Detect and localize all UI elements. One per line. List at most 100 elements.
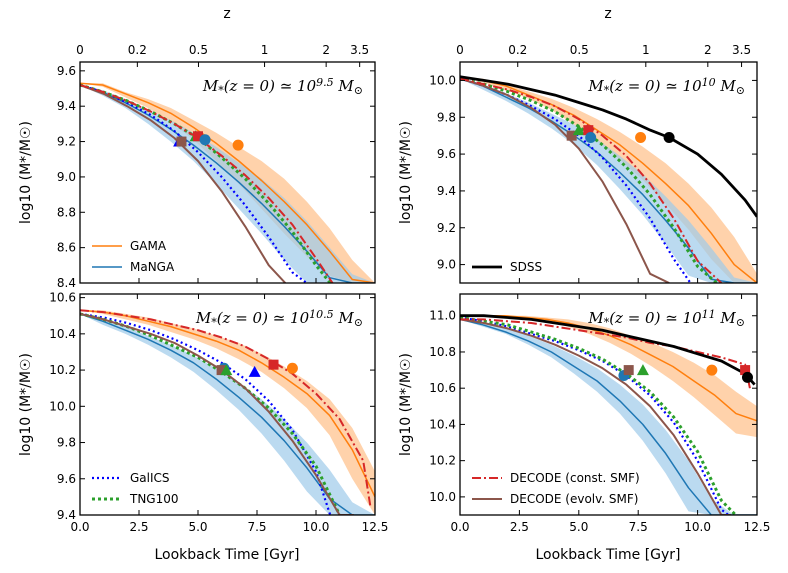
panel-frame	[79, 293, 376, 516]
manga-line	[460, 318, 757, 515]
panel-title-part: ⊙	[354, 84, 363, 97]
panel-title-part: *	[604, 84, 610, 97]
gama-line	[483, 314, 757, 422]
y-tick-label: 10.6	[429, 381, 456, 395]
panel-title: M*(z = 0) ≃ 1011 M⊙	[587, 308, 745, 329]
x-tick-label: 12.5	[744, 520, 771, 534]
y-tick-label: 9.8	[437, 110, 456, 124]
x-axis-title-left: Lookback Time [Gyr]	[154, 547, 299, 563]
panel-title-part: *	[604, 316, 610, 329]
panel-title-part: 11	[702, 308, 716, 321]
x-axis-title-right: Lookback Time [Gyr]	[535, 547, 680, 563]
panel-title-part: M	[195, 309, 212, 327]
panel-title-part: (z = 0) ≃ 10	[217, 309, 310, 327]
panel-title-part: ⊙	[354, 316, 363, 329]
decode_const-marker	[268, 359, 279, 370]
y-tick-label: 9.6	[57, 472, 76, 486]
panel-title-part: 9.5	[316, 76, 334, 89]
y-tick-label: 9.4	[57, 508, 76, 522]
y-tick-label: 9.2	[437, 221, 456, 235]
panel-title-part: M	[716, 309, 737, 327]
y-tick-label: 9.0	[57, 170, 76, 184]
tng100-line	[460, 316, 737, 515]
legend-label-galics: GalICS	[130, 471, 170, 485]
panel-frame	[79, 61, 376, 284]
y-tick-label: 9.4	[437, 184, 456, 198]
x-tick-label: 10.0	[303, 520, 330, 534]
galics-line	[80, 83, 308, 283]
panel-title-part: *	[211, 316, 217, 329]
x-tick-label: 2.5	[510, 520, 529, 534]
decode_const-line	[460, 318, 751, 389]
gama-band	[80, 310, 375, 515]
y-axis-title: log10 (M*/M☉)	[18, 121, 34, 224]
legend-label-decode_const: DECODE (const. SMF)	[510, 471, 640, 485]
z-tick-label: 3.5	[350, 43, 369, 57]
tng100-marker	[220, 364, 233, 376]
y-tick-label: 8.8	[57, 205, 76, 219]
panel-3-plot-area	[80, 309, 375, 515]
panel-title: M*(z = 0) ≃ 109.5 M⊙	[202, 76, 363, 97]
tng100-marker	[572, 124, 585, 136]
z-tick-label: 0	[456, 43, 464, 57]
x-tick-label: 2.5	[129, 520, 148, 534]
sdss-marker	[741, 371, 753, 383]
panels: 8.48.68.89.09.29.49.60 0.2 0.5 1 2 3.5M*(z = …	[18, 43, 770, 534]
z-tick-label: 0.5	[189, 43, 208, 57]
y-tick-label: 8.6	[57, 241, 76, 255]
panel-title-part: M	[587, 309, 604, 327]
decode_evolv-marker	[216, 365, 227, 376]
decode_evolv-line	[80, 84, 287, 283]
legend-label-gama: GAMA	[130, 239, 167, 253]
legend-label-manga: MaNGA	[130, 260, 175, 274]
y-tick-label: 8.4	[57, 276, 76, 290]
y-tick-label: 9.6	[57, 64, 76, 78]
x-tick-label: 10.0	[684, 520, 711, 534]
sdss-line	[460, 75, 757, 218]
decode_const-marker	[193, 131, 203, 142]
sdss-marker	[663, 132, 675, 144]
top-axis-title-right: z	[604, 6, 611, 22]
gama-line	[80, 309, 375, 498]
panel-title-part: 10.5	[309, 308, 334, 321]
panel-title-part: M	[716, 77, 737, 95]
manga-band	[460, 319, 757, 515]
decode_evolv-marker	[176, 136, 187, 147]
panel-title-part: M	[202, 77, 219, 95]
x-tick-label: 7.5	[247, 520, 266, 534]
panel-title-part: ⊙	[736, 84, 745, 97]
gama-line	[460, 75, 757, 283]
manga-band	[80, 313, 375, 515]
z-tick-label: 0.2	[128, 43, 147, 57]
manga-band	[460, 78, 757, 283]
panel-title-part: M	[334, 309, 355, 327]
x-tick-label: 0.0	[70, 520, 89, 534]
y-tick-label: 9.8	[57, 436, 76, 450]
decode_const-line	[80, 309, 372, 507]
panel-4-plot-area	[460, 314, 757, 515]
panel-title-part: ⊙	[736, 316, 745, 329]
gama-marker	[286, 362, 298, 374]
manga-line	[80, 84, 375, 283]
panel-title-part: (z = 0) ≃ 10	[224, 77, 317, 95]
panel-frame	[459, 61, 758, 284]
y-tick-label: 10.8	[429, 345, 456, 359]
z-tick-label: 2	[704, 43, 712, 57]
y-tick-label: 10.4	[429, 417, 456, 431]
galics-line	[80, 312, 332, 515]
legend-label-decode_evolv: DECODE (evolv. SMF)	[510, 492, 638, 506]
top-axis-title-left: z	[223, 6, 230, 22]
z-tick-label: 2	[322, 43, 330, 57]
manga-marker	[199, 134, 211, 146]
panel-3: 9.4 9.6 9.8 10.0 10.2 10.4 10.6 0.0 2.5 5.0 7.5 10.…	[18, 291, 388, 534]
z-tick-label: 0	[76, 43, 84, 57]
panel-title-part: M	[334, 77, 355, 95]
y-tick-label: 10.6	[49, 291, 76, 305]
y-tick-label: 9.0	[437, 258, 456, 272]
panel-1: 8.48.68.89.09.29.49.60 0.2 0.5 1 2 3.5M*(z = …	[18, 43, 376, 290]
gama-band	[460, 76, 757, 283]
manga-marker	[585, 132, 597, 144]
x-tick-label: 5.0	[569, 520, 588, 534]
z-tick-label: 3.5	[732, 43, 751, 57]
x-tick-label: 12.5	[362, 520, 389, 534]
